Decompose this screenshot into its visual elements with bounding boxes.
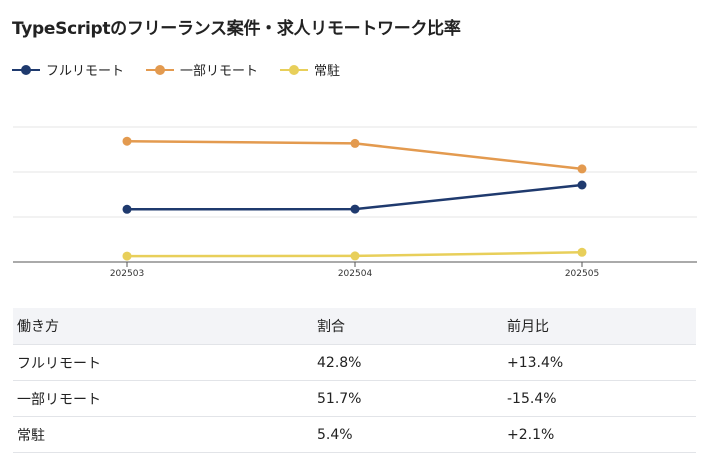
data-point [122, 204, 132, 214]
x-tick-label: 202503 [110, 269, 144, 279]
x-tick-label: 202504 [338, 269, 373, 279]
legend-label-onsite: 常駐 [314, 64, 341, 79]
chart-legend: フルリモート 一部リモート 常駐 [12, 60, 340, 79]
table-header-ratio: 割合 [313, 308, 503, 345]
legend-swatch-partial-remote [146, 64, 175, 76]
data-point [350, 138, 360, 148]
table-cell-mom: +13.4% [503, 344, 696, 381]
legend-swatch-full-remote [12, 64, 40, 76]
chart-title: TypeScriptのフリーランス案件・求人リモートワーク比率 [12, 19, 461, 39]
table-row: 一部リモート 51.7% -15.4% [13, 380, 696, 417]
legend-item-full-remote[interactable]: フルリモート [12, 60, 124, 79]
data-point [350, 251, 360, 261]
legend-swatch-onsite [280, 64, 309, 76]
data-point [577, 164, 587, 174]
table-cell-work-style: 常駐 [13, 416, 313, 453]
table-cell-ratio: 5.4% [313, 416, 503, 453]
table-cell-ratio: 42.8% [313, 344, 503, 381]
data-point [122, 251, 132, 261]
x-tick-label: 202505 [565, 269, 599, 279]
table-row: フルリモート 42.8% +13.4% [13, 344, 696, 381]
ratio-table: 働き方 割合 前月比 フルリモート 42.8% +13.4% 一部リモート 51… [13, 308, 696, 453]
table-cell-work-style: 一部リモート [13, 380, 313, 417]
legend-label-partial-remote: 一部リモート [180, 64, 259, 79]
legend-label-full-remote: フルリモート [46, 64, 125, 79]
data-point [577, 180, 587, 190]
table-header-work-style: 働き方 [13, 308, 313, 345]
line-chart: 202503 202504 202505 [13, 126, 697, 279]
table-header-row: 働き方 割合 前月比 [13, 308, 696, 345]
table-cell-ratio: 51.7% [313, 380, 503, 417]
table-cell-mom: -15.4% [503, 380, 696, 417]
table-row: 常駐 5.4% +2.1% [13, 416, 696, 453]
table-cell-work-style: フルリモート [13, 344, 313, 381]
legend-item-partial-remote[interactable]: 一部リモート [146, 60, 258, 79]
table-header-mom: 前月比 [503, 308, 696, 345]
data-point [122, 136, 132, 146]
data-point [350, 204, 360, 214]
data-point [577, 247, 587, 257]
legend-item-onsite[interactable]: 常駐 [280, 60, 340, 79]
table-cell-mom: +2.1% [503, 416, 696, 453]
